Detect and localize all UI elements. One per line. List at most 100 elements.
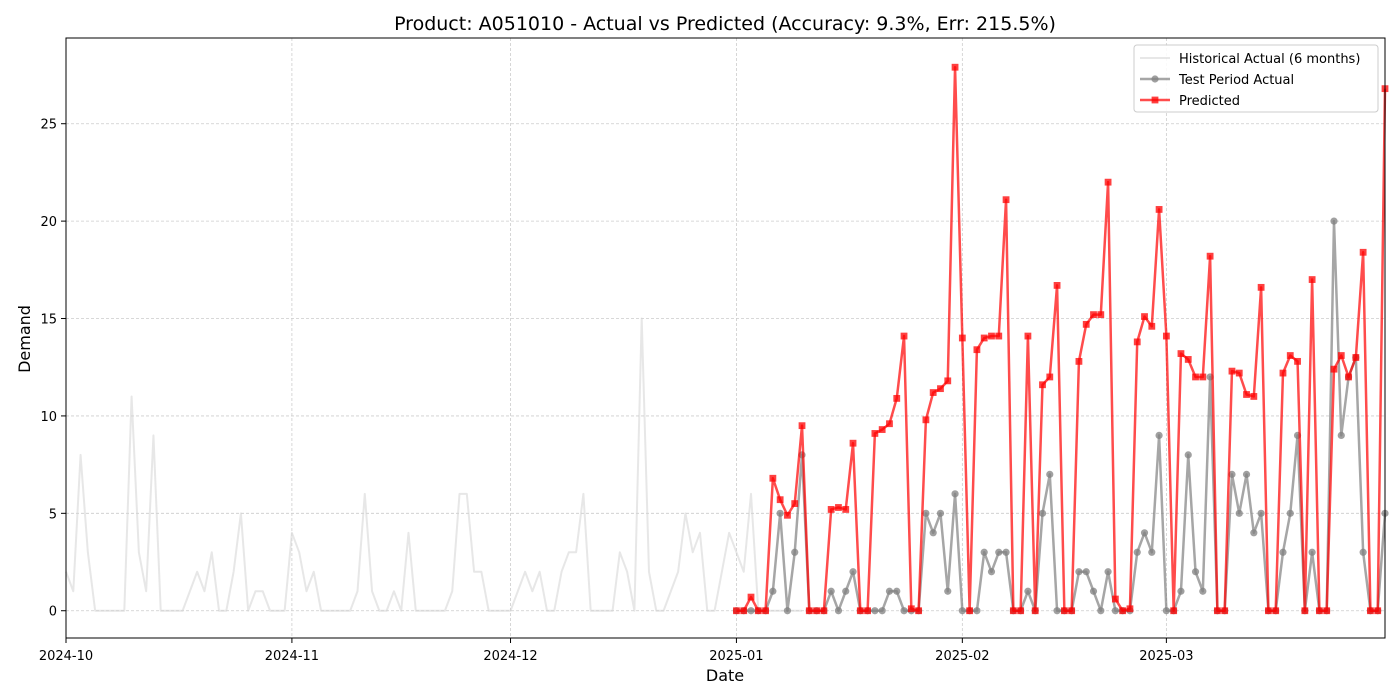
data-point: [1133, 338, 1141, 346]
data-point: [915, 607, 923, 615]
data-point: [1002, 196, 1010, 204]
data-point: [1228, 367, 1236, 375]
data-point: [1141, 313, 1148, 320]
data-point: [834, 607, 843, 615]
data-point: [798, 422, 806, 430]
data-point: [1323, 607, 1331, 615]
data-point: [929, 389, 937, 396]
data-point: [1119, 607, 1127, 615]
data-point: [1316, 607, 1323, 615]
data-point: [1367, 607, 1374, 615]
data-point: [1184, 451, 1192, 459]
data-point: [1111, 595, 1119, 603]
data-point: [936, 509, 945, 517]
data-point: [835, 504, 842, 511]
data-point: [1090, 311, 1097, 319]
data-point: [900, 607, 908, 615]
data-point: [1068, 607, 1076, 615]
data-point: [1301, 607, 1309, 615]
data-point: [1053, 607, 1061, 615]
data-point: [1286, 352, 1294, 359]
data-point: [1155, 206, 1163, 213]
y-tick-label: 0: [49, 605, 57, 620]
data-point: [944, 377, 952, 385]
data-point: [937, 385, 944, 393]
data-point: [1046, 470, 1054, 478]
data-point: [1330, 217, 1338, 225]
data-point: [995, 548, 1003, 556]
data-point: [1009, 607, 1017, 615]
series-0: [65, 317, 803, 612]
data-point: [842, 587, 850, 595]
data-point: [1075, 568, 1083, 576]
data-point: [747, 593, 755, 601]
data-point: [1082, 320, 1090, 328]
data-point: [1162, 332, 1170, 340]
data-point: [1039, 381, 1046, 389]
data-point: [1148, 548, 1156, 556]
data-point: [1352, 354, 1360, 361]
data-point: [1235, 509, 1243, 517]
data-point: [1250, 393, 1258, 400]
chart-title: Product: A051010 - Actual vs Predicted (…: [394, 13, 1056, 35]
data-point: [1359, 248, 1367, 256]
data-point: [1359, 548, 1367, 556]
legend-label: Predicted: [1179, 94, 1240, 109]
data-point: [1017, 607, 1025, 615]
y-tick-label: 5: [49, 507, 57, 522]
x-tick-label: 2024-10: [39, 649, 93, 664]
data-point: [966, 607, 974, 615]
data-point: [1192, 373, 1199, 381]
data-point: [842, 506, 850, 513]
data-point: [951, 490, 959, 498]
data-point: [740, 607, 748, 615]
y-axis-label: Demand: [15, 305, 34, 373]
data-point: [980, 548, 988, 556]
data-point: [1104, 178, 1112, 186]
data-point: [849, 568, 857, 576]
data-point: [849, 439, 857, 447]
data-point: [1140, 529, 1149, 537]
data-point: [980, 334, 988, 342]
legend-label: Historical Actual (6 months): [1179, 52, 1360, 67]
data-point: [1097, 311, 1105, 319]
x-axis-label: Date: [706, 666, 744, 685]
data-point: [878, 607, 886, 615]
data-point: [1133, 548, 1141, 556]
data-point: [1272, 607, 1280, 615]
data-point: [1024, 587, 1032, 595]
data-point: [973, 346, 981, 354]
data-point: [791, 500, 799, 507]
legend-box: [1133, 44, 1379, 113]
data-point: [893, 394, 901, 402]
x-tick-label: 2025-01: [709, 649, 763, 664]
data-point: [922, 416, 930, 424]
data-point: [769, 474, 777, 482]
data-point: [1243, 391, 1250, 398]
data-point: [733, 607, 740, 615]
data-point: [973, 607, 981, 615]
data-point: [1265, 607, 1272, 615]
data-point: [776, 496, 784, 504]
data-point: [1046, 373, 1054, 381]
x-tick-label: 2025-03: [1139, 649, 1193, 664]
data-point: [871, 430, 879, 437]
data-point: [958, 607, 966, 615]
data-point: [1111, 607, 1119, 615]
y-tick-label: 25: [40, 118, 57, 133]
data-point: [1177, 350, 1185, 357]
legend-marker: [1151, 96, 1159, 104]
data-point: [856, 607, 864, 615]
data-point: [871, 607, 879, 615]
data-point: [1002, 548, 1010, 556]
x-tick-label: 2025-02: [935, 649, 989, 664]
series-2: [733, 63, 1389, 615]
data-point: [1031, 607, 1039, 615]
data-point: [783, 607, 792, 615]
data-point: [747, 607, 755, 615]
data-point: [1374, 607, 1382, 615]
series-line: [65, 317, 803, 612]
data-point: [1257, 283, 1265, 291]
data-point: [988, 332, 995, 340]
